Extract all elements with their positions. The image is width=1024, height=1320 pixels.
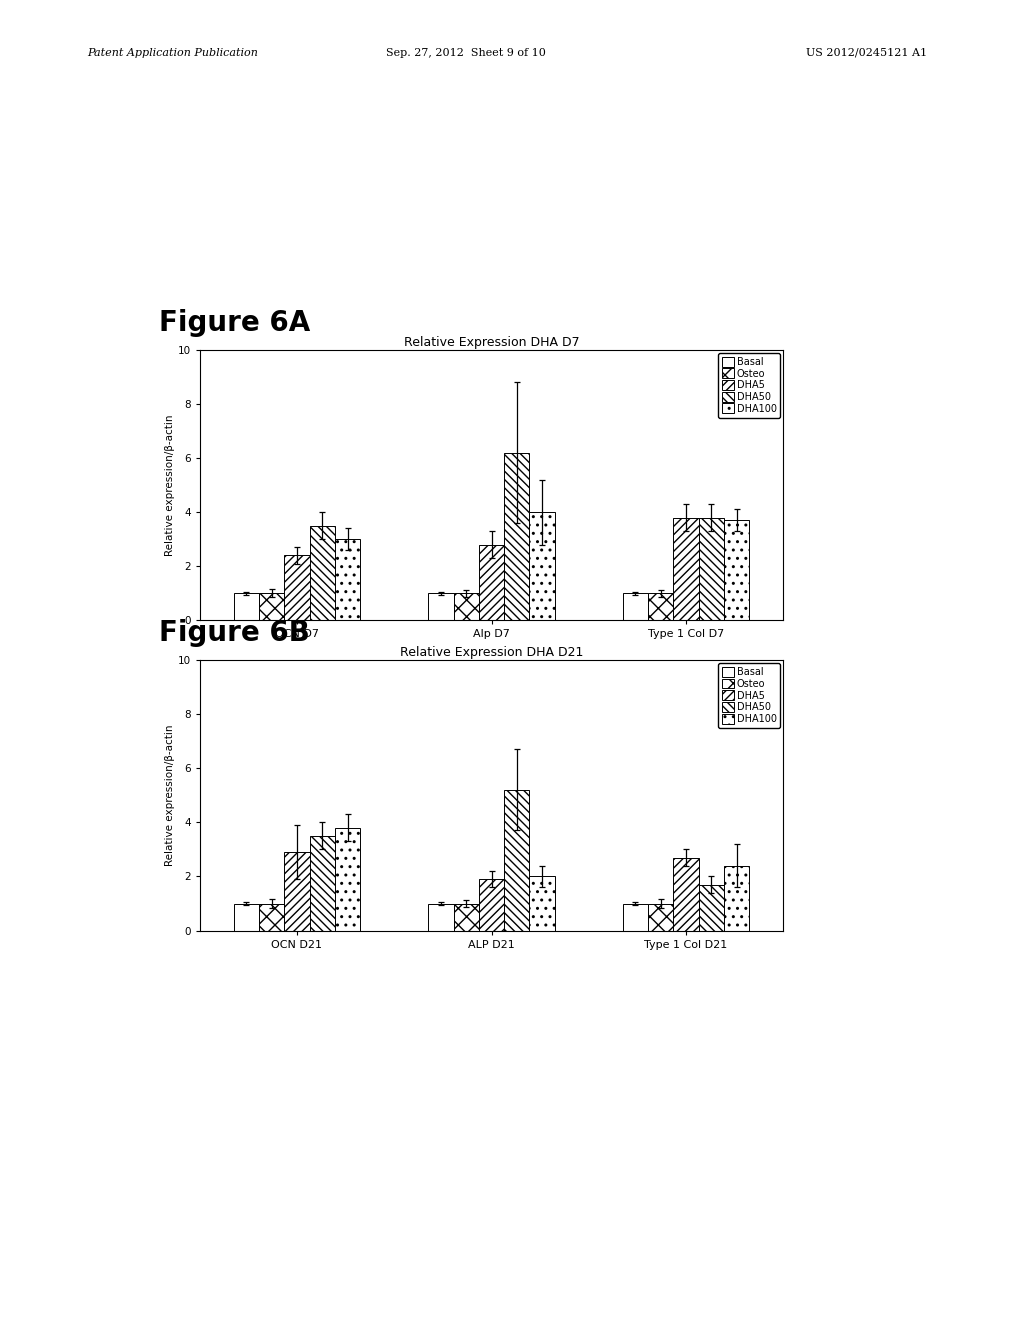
Bar: [428, 594, 454, 620]
Y-axis label: Relative expression/β-actin: Relative expression/β-actin: [165, 725, 175, 866]
Bar: [698, 517, 724, 620]
Bar: [309, 836, 335, 931]
Text: Figure 6B: Figure 6B: [159, 619, 309, 647]
Bar: [724, 866, 750, 931]
Bar: [479, 545, 504, 620]
Bar: [309, 525, 335, 620]
Y-axis label: Relative expression/β-actin: Relative expression/β-actin: [165, 414, 175, 556]
Legend: Basal, Osteo, DHA5, DHA50, DHA100: Basal, Osteo, DHA5, DHA50, DHA100: [718, 663, 780, 727]
Bar: [623, 903, 648, 931]
Bar: [428, 903, 454, 931]
Text: US 2012/0245121 A1: US 2012/0245121 A1: [806, 48, 927, 58]
Text: Sep. 27, 2012  Sheet 9 of 10: Sep. 27, 2012 Sheet 9 of 10: [386, 48, 546, 58]
Bar: [529, 512, 555, 620]
Bar: [454, 903, 479, 931]
Bar: [259, 594, 285, 620]
Title: Relative Expression DHA D21: Relative Expression DHA D21: [399, 645, 584, 659]
Text: Figure 6A: Figure 6A: [159, 309, 310, 337]
Text: Patent Application Publication: Patent Application Publication: [87, 48, 258, 58]
Bar: [504, 789, 529, 931]
Bar: [698, 884, 724, 931]
Bar: [285, 853, 309, 931]
Bar: [648, 594, 674, 620]
Bar: [674, 517, 698, 620]
Bar: [335, 539, 360, 620]
Bar: [335, 828, 360, 931]
Title: Relative Expression DHA D7: Relative Expression DHA D7: [403, 335, 580, 348]
Bar: [285, 556, 309, 620]
Bar: [504, 453, 529, 620]
Bar: [259, 903, 285, 931]
Bar: [479, 879, 504, 931]
Bar: [233, 903, 259, 931]
Bar: [674, 858, 698, 931]
Bar: [648, 903, 674, 931]
Bar: [529, 876, 555, 931]
Legend: Basal, Osteo, DHA5, DHA50, DHA100: Basal, Osteo, DHA5, DHA50, DHA100: [718, 352, 780, 417]
Bar: [724, 520, 750, 620]
Bar: [233, 594, 259, 620]
Bar: [454, 594, 479, 620]
Bar: [623, 594, 648, 620]
